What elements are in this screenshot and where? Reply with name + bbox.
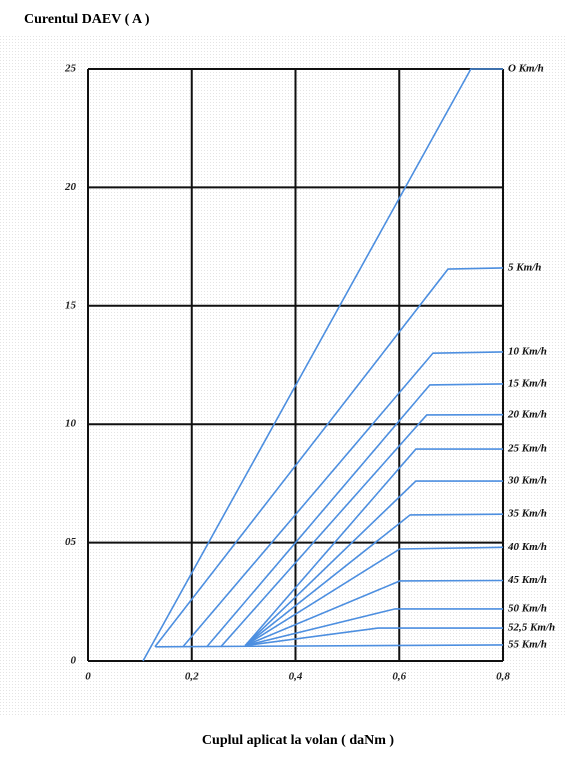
- x-axis-label: Cuplul aplicat la volan ( daNm ): [202, 733, 394, 748]
- y-tick-label: 10: [65, 418, 77, 430]
- series-line: [244, 448, 503, 647]
- series-label: 15 Km/h: [508, 377, 547, 389]
- lines: [142, 68, 504, 662]
- series-label: 50 Km/h: [508, 602, 547, 614]
- series-line: [206, 383, 504, 648]
- series-line: [182, 351, 504, 648]
- x-tick-label: 0,8: [496, 671, 510, 683]
- series-label: 30 Km/h: [507, 475, 547, 487]
- series-label: 5 Km/h: [508, 261, 541, 273]
- chart-title: Curentul DAEV ( A ): [24, 12, 150, 27]
- series-label: O Km/h: [508, 63, 544, 75]
- series-line: [244, 608, 503, 647]
- grid: [87, 68, 504, 662]
- series-label: 52,5 Km/h: [508, 622, 555, 634]
- series-label: 25 Km/h: [507, 443, 547, 455]
- y-tick-label: 05: [65, 536, 77, 548]
- y-tick-label: 25: [64, 63, 77, 75]
- series-line: [245, 627, 503, 647]
- series-line: [244, 579, 504, 647]
- y-tick-label: 0: [71, 655, 77, 667]
- series-label: 10 Km/h: [508, 346, 547, 358]
- series-label: 35 Km/h: [507, 508, 547, 520]
- y-tick-label: 15: [65, 299, 77, 311]
- series-line: [244, 480, 503, 647]
- series-label: 20 Km/h: [507, 408, 547, 420]
- y-tick-label: 20: [64, 181, 77, 193]
- series-label: 40 Km/h: [507, 541, 547, 553]
- background: [0, 36, 565, 716]
- x-tick-label: 0: [85, 671, 91, 683]
- x-tick-label: 0,2: [185, 671, 199, 683]
- x-tick-label: 0,4: [289, 671, 303, 683]
- series-line: [220, 413, 504, 648]
- series-line: [244, 513, 504, 647]
- series-label: 55 Km/h: [508, 638, 547, 650]
- series-label: 45 Km/h: [507, 574, 547, 586]
- series-line: [155, 644, 504, 648]
- series-line: [154, 267, 504, 648]
- x-tick-label: 0,6: [392, 671, 406, 683]
- series-line: [244, 546, 504, 647]
- series-line: [142, 68, 503, 662]
